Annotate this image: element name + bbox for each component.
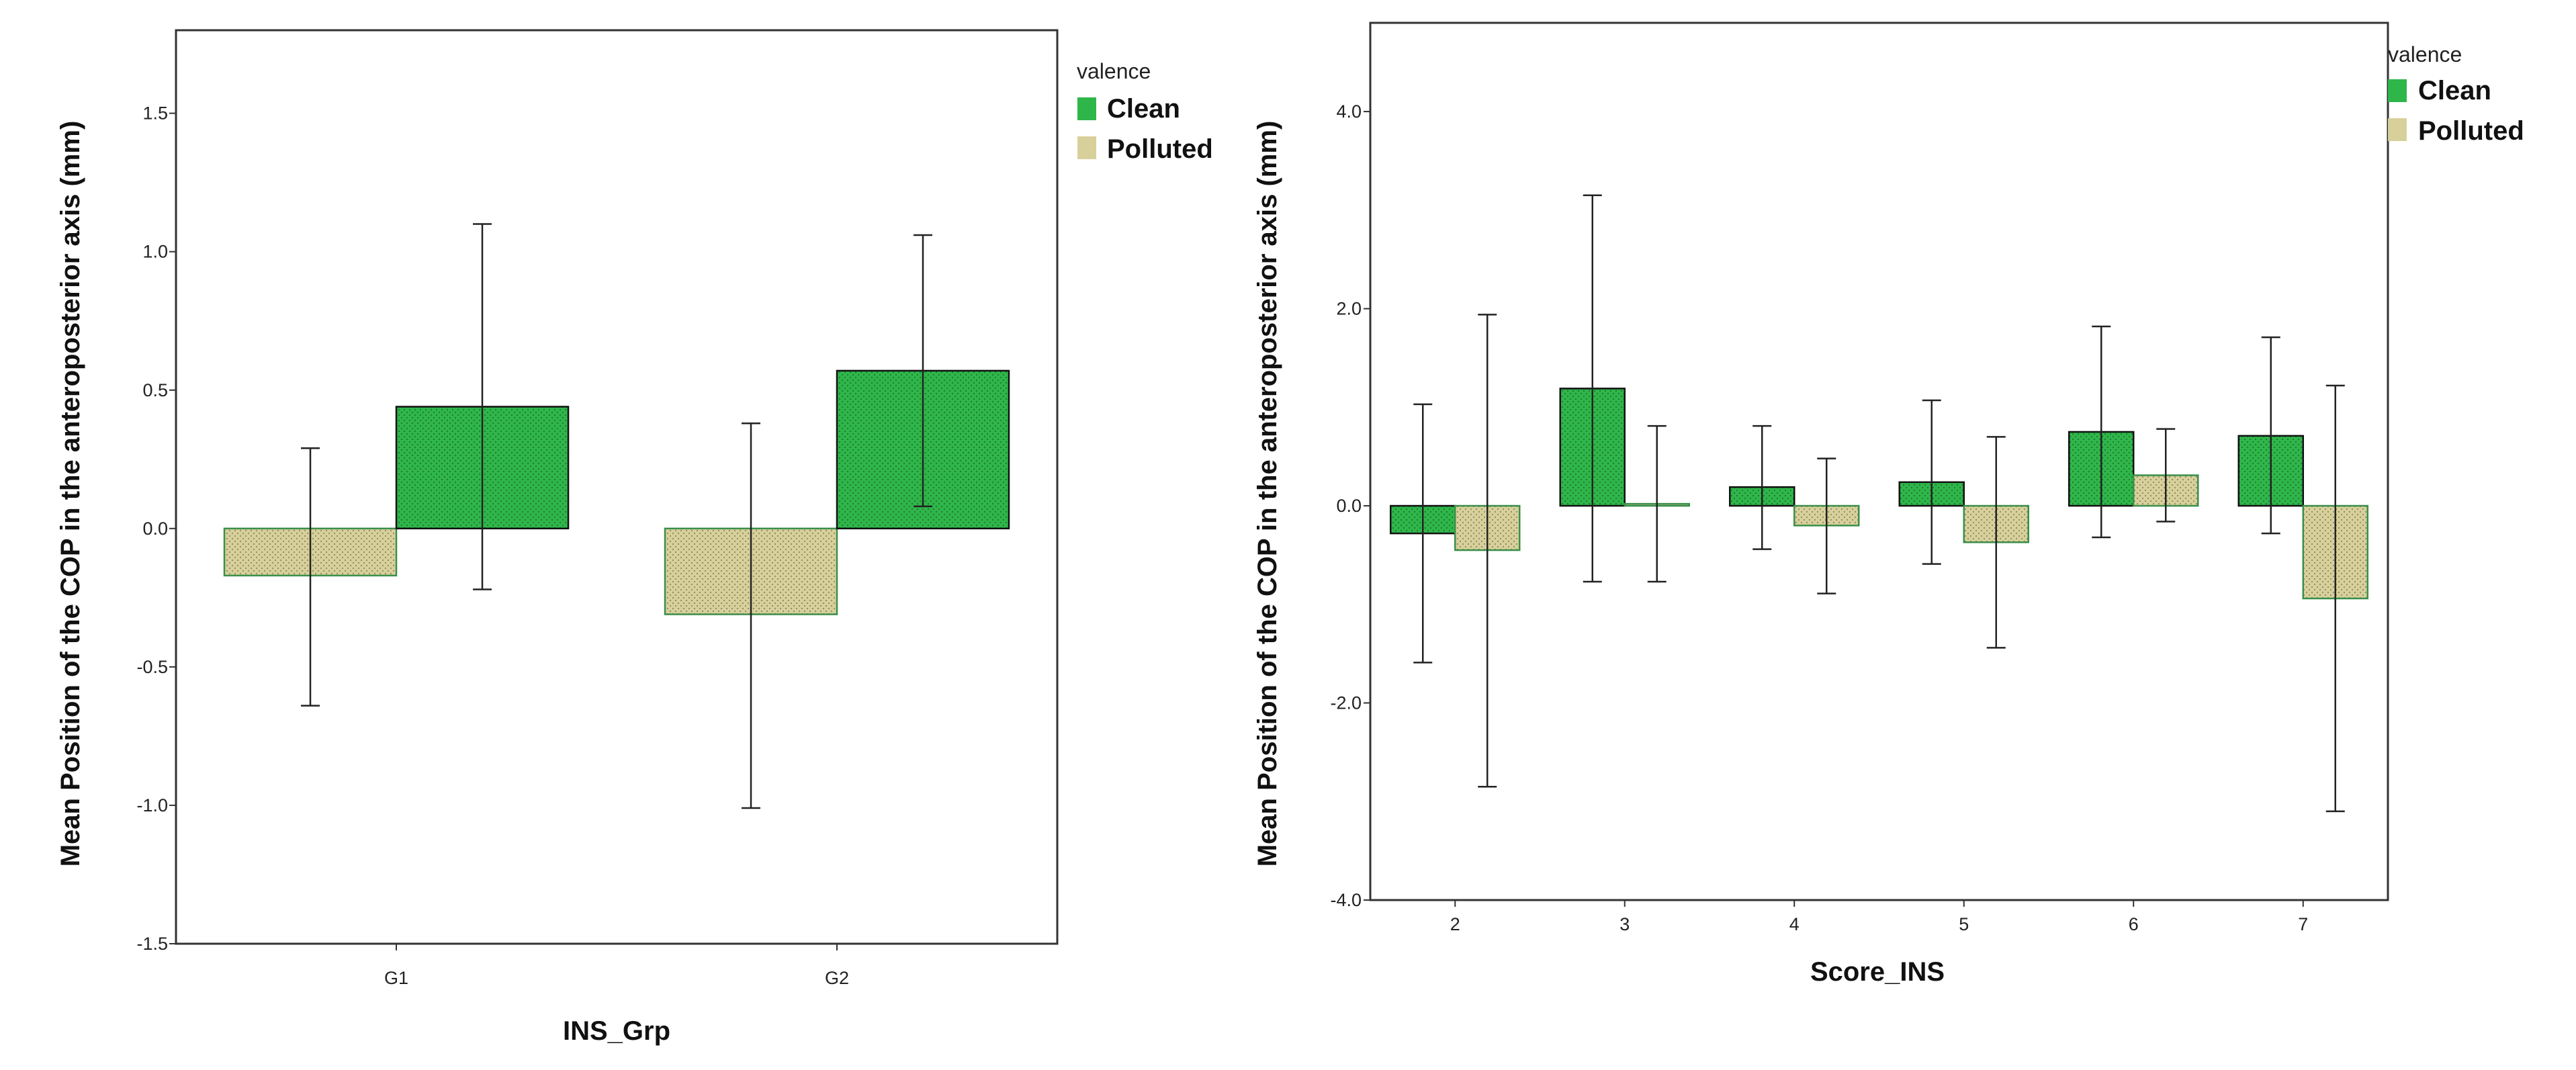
chart2-error-bar-clean-6	[2092, 325, 2111, 539]
chart2-error-bar-polluted-3	[1647, 425, 1667, 583]
chart2-error-bar-polluted-7	[2325, 384, 2345, 813]
chart2-legend-title: valence	[2388, 42, 2462, 66]
chart2-x-tick-label: 3	[1619, 914, 1630, 934]
chart1-error-bar-polluted-g2	[742, 422, 760, 809]
chart1-error-bar-clean-g2	[914, 234, 932, 508]
chart-score-ins: -4.0 -2.0 0.0 2.0 4.0 2 3 4 5 6 7 Mean Position of…	[1253, 21, 2524, 987]
chart1-plot-frame	[175, 29, 1059, 945]
chart2-legend-swatch-polluted	[2388, 118, 2407, 141]
chart2-error-bar-clean-3	[1583, 194, 1602, 583]
chart1-y-tick-label: 0.0	[142, 519, 168, 539]
chart2-error-bar-clean-4	[1752, 425, 1772, 550]
chart2-y-tick-label: 4.0	[1336, 101, 1362, 122]
chart2-x-tick-label: 7	[2298, 914, 2308, 934]
chart2-y-axis-title: Mean Position of the COP in the anteropo…	[1253, 121, 1282, 867]
chart2-legend-swatch-clean	[2388, 79, 2407, 102]
chart2-y-tick-label: 2.0	[1336, 299, 1362, 319]
chart1-legend-label-polluted: Polluted	[1107, 134, 1213, 164]
chart-ins-grp: -1.5 -1.0 -0.5 0.0 0.5 1.0 1.5 G1 G2 Mean Positi…	[56, 29, 1213, 1046]
chart2-error-bar-clean-2	[1413, 403, 1433, 664]
chart2-y-tick-label: -4.0	[1330, 890, 1362, 910]
chart2-y-tick-label: -2.0	[1330, 693, 1362, 713]
chart2-x-tick-label: 2	[1450, 914, 1460, 934]
chart1-x-axis-title: INS_Grp	[563, 1016, 670, 1046]
chart1-y-axis-title: Mean Position of the COP in the anteropo…	[56, 121, 85, 867]
chart1-y-tick-label: -1.5	[136, 934, 168, 954]
chart2-x-tick-label: 6	[2129, 914, 2139, 934]
chart2-error-bar-clean-7	[2261, 336, 2280, 535]
chart1-y-tick-label: 1.0	[142, 242, 168, 262]
chart2-error-bar-clean-5	[1922, 399, 1941, 565]
chart1-legend-swatch-polluted	[1077, 136, 1096, 159]
chart2-error-bar-polluted-5	[1986, 436, 2006, 649]
chart2-x-tick-label: 4	[1789, 914, 1800, 934]
chart1-y-tick-label: -0.5	[136, 657, 168, 677]
chart2-x-tick-label: 5	[1959, 914, 1969, 934]
chart1-legend-swatch-clean	[1077, 97, 1096, 120]
chart2-legend: valence Clean Polluted	[2388, 42, 2524, 146]
chart2-error-bar-polluted-6	[2156, 428, 2176, 523]
chart1-legend-title: valence	[1077, 59, 1151, 83]
chart1-y-tick-label: 0.5	[142, 380, 168, 400]
chart1-x-tick-label: G1	[384, 968, 408, 988]
chart2-error-bar-polluted-2	[1478, 314, 1497, 788]
chart2-y-tick-label: 0.0	[1336, 496, 1362, 516]
chart2-plot-frame	[1369, 21, 2389, 901]
chart2-error-bar-polluted-4	[1817, 457, 1836, 594]
chart1-legend: valence Clean Polluted	[1077, 59, 1213, 164]
chart2-legend-label-polluted: Polluted	[2418, 116, 2524, 146]
chart1-legend-label-clean: Clean	[1107, 94, 1180, 124]
chart1-error-bar-clean-g1	[473, 223, 492, 590]
chart1-error-bar-polluted-g1	[301, 447, 320, 707]
chart1-y-tick-label: 1.5	[142, 103, 168, 124]
chart1-y-tick-label: -1.0	[136, 795, 168, 815]
chart2-legend-label-clean: Clean	[2418, 76, 2491, 105]
chart2-x-axis-title: Score_INS	[1810, 957, 1945, 987]
chart1-x-tick-label: G2	[825, 968, 849, 988]
